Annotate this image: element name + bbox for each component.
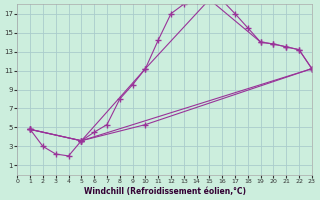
X-axis label: Windchill (Refroidissement éolien,°C): Windchill (Refroidissement éolien,°C) xyxy=(84,187,245,196)
